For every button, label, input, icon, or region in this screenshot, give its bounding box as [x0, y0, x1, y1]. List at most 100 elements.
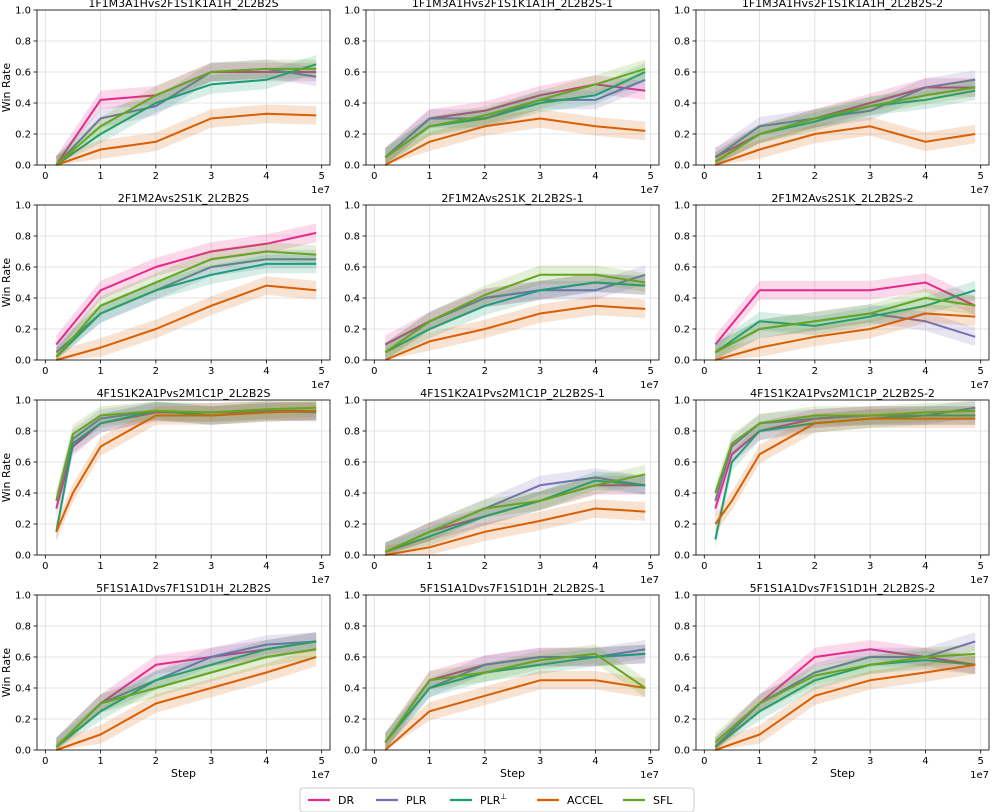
subplot-9: 0 1 2 3 4 5 0.0 0.2 0.4 0.6 0.8 1.0 1e7 4F1S1K2A1Pvs2…	[674, 387, 990, 586]
y-tick-label: 0.8	[15, 37, 31, 48]
subplot-title: 1F1M3A1Hvs2F1S1K1A1H_2L2B2S-2	[742, 0, 943, 10]
axes-frame	[695, 9, 990, 166]
x-tick-label: 3	[537, 561, 543, 572]
subplot-3: 0 1 2 3 4 5 0.0 0.2 0.4 0.6 0.8 1.0 1e7 1F1M3A1Hvs2F1…	[674, 0, 990, 196]
x-tick-label: 3	[537, 756, 543, 767]
series-line-ACCEL	[714, 125, 976, 166]
y-tick-label: 1.0	[15, 591, 31, 602]
y-tick-label: 0.8	[344, 427, 360, 438]
y-tick-label: 0.6	[15, 458, 31, 469]
series-line-ACCEL	[55, 112, 317, 166]
x-tick-label: 4	[263, 366, 269, 377]
y-tick-label: 0.8	[674, 37, 690, 48]
y-tick-label: 0.2	[674, 325, 690, 336]
y-tick-label: 0.6	[15, 263, 31, 274]
axes-frame	[695, 399, 990, 556]
x-tick-label: 1	[97, 561, 103, 572]
x-tick-label: 2	[812, 366, 818, 377]
confidence-band-DR	[715, 78, 976, 165]
subplot-1: 0 1 2 3 4 5 0.0 0.2 0.4 0.6 0.8 1.0 1e7 1F1M3A1Hvs2F1…	[0, 0, 331, 196]
x-tick-label: 1	[426, 756, 432, 767]
y-tick-label: 0.0	[344, 551, 360, 562]
y-tick-label: 0.2	[344, 520, 360, 531]
y-tick-label: 0.0	[674, 161, 690, 172]
series-line-PLR⊥	[714, 659, 976, 748]
confidence-band-PLR	[385, 468, 646, 555]
confidence-band-DR	[56, 223, 317, 354]
subplot-title: 1F1M3A1Hvs2F1S1K1A1H_2L2B2S-1	[412, 0, 613, 10]
x-tick-label: 5	[319, 561, 325, 572]
axes-frame	[365, 204, 660, 361]
y-tick-label: 0.2	[344, 325, 360, 336]
subplot-8: 0 1 2 3 4 5 0.0 0.2 0.4 0.6 0.8 1.0 1e7 4F1S1K2A1Pvs2…	[344, 387, 660, 586]
y-tick-label: 0.8	[674, 622, 690, 633]
y-tick-label: 0.0	[674, 356, 690, 367]
confidence-band-DR	[385, 475, 646, 555]
series-line-SFL	[384, 473, 646, 553]
subplot-title: 1F1M3A1Hvs2F1S1K1A1H_2L2B2S	[88, 0, 278, 10]
y-tick-label: 0.6	[674, 458, 690, 469]
x-multiplier: 1e7	[640, 575, 659, 586]
y-tick-label: 0.2	[674, 715, 690, 726]
y-tick-label: 0.8	[15, 232, 31, 243]
subplot-title: 5F1S1A1Dvs7F1S1D1H_2L2B2S-2	[750, 582, 936, 595]
x-tick-label: 1	[756, 756, 762, 767]
y-tick-label: 0.4	[344, 489, 360, 500]
x-tick-label: 5	[648, 756, 654, 767]
y-tick-label: 1.0	[674, 6, 690, 17]
x-multiplier: 1e7	[311, 575, 330, 586]
subplot-6: 0 1 2 3 4 5 0.0 0.2 0.4 0.6 0.8 1.0 1e7 2F1M2Avs2S1K_…	[674, 192, 990, 391]
y-tick-label: 1.0	[344, 396, 360, 407]
y-tick-label: 0.6	[15, 653, 31, 664]
series-line-PLR⊥	[384, 652, 646, 743]
x-tick-label: 5	[978, 366, 984, 377]
y-tick-label: 0.0	[674, 746, 690, 757]
x-tick-label: 3	[867, 366, 873, 377]
y-tick-label: 0.8	[674, 232, 690, 243]
series-line-ACCEL	[55, 656, 317, 751]
series-line-PLR⊥	[714, 289, 976, 354]
series-line-ACCEL	[384, 117, 646, 166]
y-tick-label: 0.8	[674, 427, 690, 438]
y-axis-label: Win Rate	[0, 258, 13, 308]
series-line-PLR⊥	[55, 63, 317, 166]
x-tick-label: 0	[371, 171, 377, 182]
y-tick-label: 1.0	[674, 201, 690, 212]
y-tick-label: 1.0	[674, 396, 690, 407]
x-tick-label: 0	[701, 171, 707, 182]
y-tick-label: 0.6	[344, 68, 360, 79]
subplot-5: 0 1 2 3 4 5 0.0 0.2 0.4 0.6 0.8 1.0 1e7 2F1M2Avs2S1K_…	[344, 192, 660, 391]
series-line-SFL	[714, 86, 976, 163]
axes-frame	[36, 594, 331, 751]
y-tick-label: 0.4	[15, 99, 31, 110]
x-tick-label: 5	[319, 366, 325, 377]
y-tick-label: 1.0	[344, 591, 360, 602]
y-axis-label: Win Rate	[0, 648, 13, 698]
y-tick-label: 0.6	[674, 68, 690, 79]
x-tick-label: 1	[756, 561, 762, 572]
series-line-ACCEL	[384, 304, 646, 361]
x-tick-label: 0	[371, 561, 377, 572]
confidence-band-ACCEL	[56, 276, 317, 360]
panel-grid: 0 1 2 3 4 5 0.0 0.2 0.4 0.6 0.8 1.0 1e7 1F1M3A1Hvs2F1…	[0, 0, 990, 781]
x-multiplier: 1e7	[311, 185, 330, 196]
x-tick-label: 0	[371, 366, 377, 377]
x-tick-label: 2	[812, 171, 818, 182]
x-tick-label: 2	[482, 561, 488, 572]
x-multiplier: 1e7	[970, 185, 989, 196]
subplot-title: 5F1S1A1Dvs7F1S1D1H_2L2B2S	[96, 582, 271, 595]
x-tick-label: 0	[701, 366, 707, 377]
confidence-band-SFL	[56, 59, 317, 165]
x-tick-label: 4	[922, 561, 928, 572]
x-tick-label: 5	[648, 171, 654, 182]
y-tick-label: 0.8	[15, 427, 31, 438]
series-line-ACCEL	[56, 284, 317, 361]
y-tick-label: 0.2	[15, 520, 31, 531]
subplot-title: 4F1S1K2A1Pvs2M1C1P_2L2B2S-1	[420, 387, 605, 400]
y-tick-label: 0.8	[344, 622, 360, 633]
confidence-band-DR	[385, 273, 646, 354]
x-tick-label: 2	[153, 561, 159, 572]
x-tick-label: 3	[537, 366, 543, 377]
x-tick-label: 0	[701, 756, 707, 767]
